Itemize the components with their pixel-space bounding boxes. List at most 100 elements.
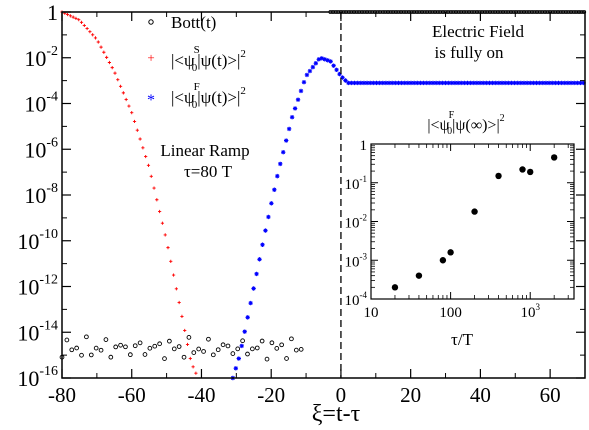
legend-bott-label: Bott(t) (171, 13, 216, 32)
overlap-f-point (272, 187, 277, 192)
overlap-f-point (275, 173, 280, 179)
x-tick-label: -40 (187, 383, 215, 407)
overlap-f-point (437, 80, 442, 86)
inset-x-tick-label: 100 (439, 305, 462, 321)
overlap-f-point (263, 228, 268, 233)
overlap-f-point (343, 78, 348, 83)
y-tick-label: 10-12 (17, 273, 58, 300)
overlap-s-point (96, 40, 100, 44)
overlap-f-point (550, 80, 555, 86)
inset-y-tick-label: 10-4 (345, 290, 368, 309)
overlap-f-point (402, 80, 407, 86)
overlap-s-point (185, 342, 190, 347)
overlap-f-point (452, 80, 458, 86)
x-tick-label: -80 (48, 383, 76, 407)
overlap-f-point (565, 80, 571, 86)
overlap-f-point (506, 80, 511, 86)
overlap-f-point (301, 80, 307, 85)
overlap-f-point (322, 57, 327, 62)
overlap-f-point (480, 80, 486, 86)
bott-point (167, 338, 172, 344)
overlap-s-point (79, 20, 84, 24)
overlap-f-point (509, 80, 514, 86)
overlap-f-point (540, 80, 546, 86)
bott-point (98, 347, 104, 353)
overlap-f-point (427, 80, 433, 86)
overlap-f-point (581, 80, 586, 86)
bott-point (103, 337, 109, 342)
overlap-s-point (152, 186, 156, 190)
overlap-f-point (289, 115, 295, 120)
overlap-f-point (490, 80, 495, 86)
inset-point (519, 166, 526, 173)
overlap-f-point (340, 75, 345, 80)
overlap-f-point (543, 80, 549, 86)
y-tick-label: 10-10 (17, 227, 58, 254)
overlap-s-point (194, 371, 198, 375)
bott-point (264, 356, 270, 362)
overlap-f-point (575, 80, 580, 86)
overlap-s-point (124, 97, 128, 102)
bott-point (279, 342, 285, 348)
overlap-f-point (534, 80, 539, 86)
overlap-f-point (521, 80, 527, 86)
overlap-f-point (546, 80, 552, 86)
overlap-f-point (446, 80, 451, 86)
overlap-f-point (304, 72, 310, 78)
x-tick-label: -20 (257, 383, 285, 407)
y-tick-label: 10-2 (24, 44, 58, 71)
bott-point (157, 341, 162, 347)
bott-point (152, 343, 158, 349)
bott-point (230, 351, 236, 356)
overlap-f-point (493, 80, 498, 86)
inset-point (447, 249, 454, 256)
inset-x-tick-label: 10 (364, 305, 379, 321)
overlap-f-point (496, 80, 502, 86)
bott-point (206, 336, 211, 342)
overlap-s-point (102, 50, 106, 54)
overlap-f-point (349, 80, 354, 86)
inset-title: |<ψF 0|ψ(∞)>|2 (427, 110, 504, 137)
overlap-f-point (260, 242, 265, 247)
legend-overlap-s-marker: + (147, 50, 154, 65)
overlap-f-point (386, 80, 392, 86)
inset-y-tick-label: 10-1 (345, 174, 368, 193)
overlap-f-point (377, 80, 382, 86)
overlap-f-point (245, 315, 250, 320)
x-tick-label: 40 (470, 383, 491, 407)
overlap-f-point (421, 80, 426, 86)
overlap-s-point (171, 273, 176, 277)
bott-point (215, 347, 221, 353)
overlap-f-point (298, 88, 304, 94)
overlap-f-point (361, 80, 367, 86)
overlap-f-point (512, 80, 517, 86)
overlap-s-point (132, 119, 137, 124)
overlap-f-point (383, 80, 389, 86)
overlap-s-point (166, 246, 170, 250)
overlap-s-point (65, 12, 70, 17)
overlap-s-point (121, 91, 125, 95)
bott-point (147, 345, 153, 351)
overlap-s-point (88, 30, 92, 34)
bott-point (88, 352, 94, 358)
overlap-s-point (169, 259, 173, 263)
bott-point (250, 346, 255, 352)
bott-point (289, 336, 294, 342)
overlap-s-series (60, 10, 198, 375)
inset-point (550, 154, 558, 161)
overlap-s-point (105, 55, 109, 59)
overlap-s-point (107, 60, 112, 65)
overlap-f-point (528, 80, 533, 86)
overlap-f-point (396, 80, 401, 86)
overlap-f-point (449, 80, 455, 86)
bott-point (186, 335, 192, 340)
overlap-s-point (71, 15, 75, 19)
bott-point (113, 344, 119, 350)
overlap-s-point (163, 233, 167, 237)
bott-point (123, 344, 128, 350)
inset-plot-frame (370, 143, 575, 300)
overlap-f-point (233, 366, 239, 371)
overlap-f-point (283, 138, 289, 143)
overlap-f-point (389, 80, 395, 86)
overlap-f-point (292, 106, 298, 111)
